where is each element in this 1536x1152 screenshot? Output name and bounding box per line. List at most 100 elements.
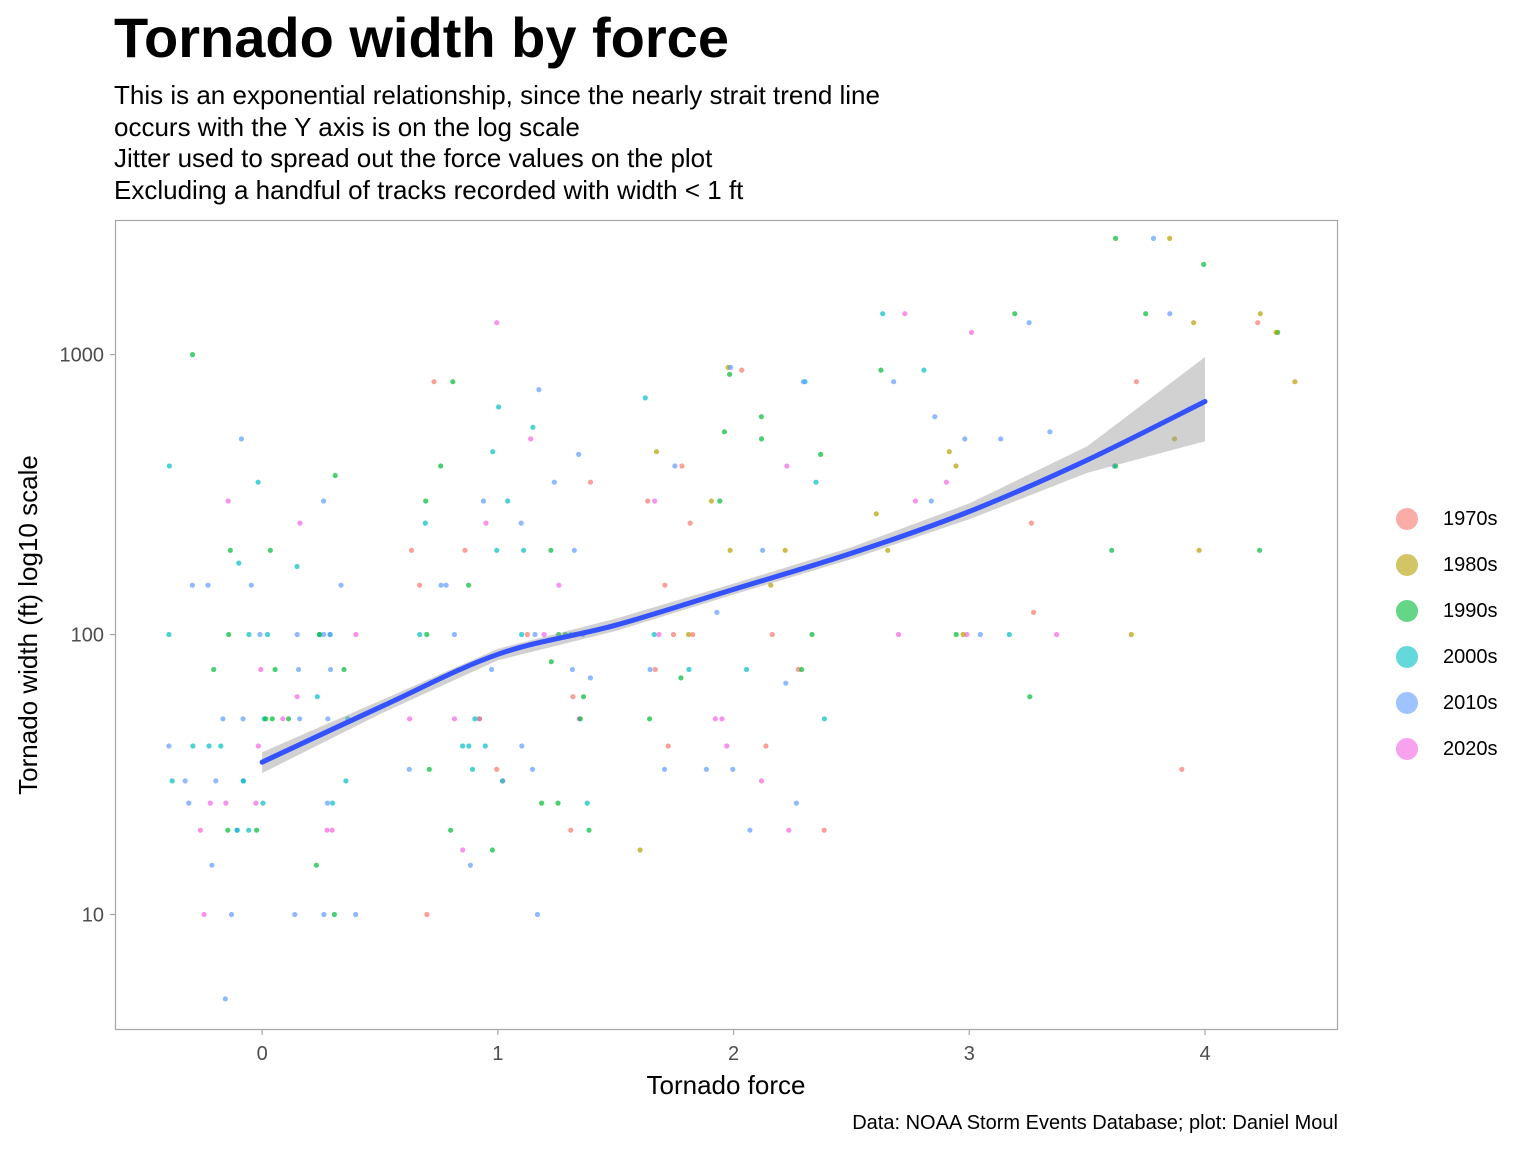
data-point <box>422 520 428 526</box>
data-point <box>186 800 192 806</box>
data-point <box>708 498 715 504</box>
data-point <box>519 743 525 749</box>
data-point <box>1006 631 1012 638</box>
legend-key <box>1396 738 1418 760</box>
data-point <box>717 498 723 504</box>
data-point <box>240 716 246 722</box>
data-point <box>166 631 172 638</box>
data-point <box>743 666 750 673</box>
data-point <box>297 716 303 722</box>
data-point <box>189 582 195 588</box>
legend-key <box>1396 646 1418 668</box>
data-point <box>327 631 333 638</box>
data-point <box>1171 436 1178 442</box>
chart-title: Tornado width by force <box>114 6 729 69</box>
data-point <box>568 827 574 833</box>
data-point <box>438 463 444 469</box>
data-point <box>294 631 300 638</box>
data-point <box>645 498 651 504</box>
subtitle-line: Jitter used to spread out the force valu… <box>114 143 713 173</box>
data-point <box>783 680 789 686</box>
data-point <box>998 436 1004 442</box>
data-point <box>257 631 263 638</box>
x-axis: 0 1 2 3 4 <box>257 1029 1211 1065</box>
legend-label: 2020s <box>1443 738 1498 760</box>
data-point <box>580 694 587 700</box>
data-point <box>532 631 538 638</box>
data-point <box>661 766 668 772</box>
data-point <box>255 479 261 485</box>
data-point <box>201 911 207 918</box>
data-point <box>921 367 927 373</box>
data-point <box>747 827 753 833</box>
data-point <box>206 743 212 749</box>
confidence-ribbon <box>262 357 1206 774</box>
data-point <box>637 847 643 853</box>
data-point <box>218 743 224 749</box>
legend-key <box>1396 692 1418 714</box>
data-point <box>496 404 502 410</box>
data-point <box>577 716 583 722</box>
data-point <box>821 716 828 722</box>
data-point <box>489 666 495 673</box>
data-point <box>556 582 562 588</box>
data-point <box>721 429 728 435</box>
data-point <box>451 716 458 722</box>
data-point <box>341 666 347 673</box>
data-point <box>240 778 246 784</box>
data-point <box>1133 379 1139 385</box>
data-point <box>197 827 203 833</box>
data-point <box>424 911 430 918</box>
data-point <box>236 560 242 566</box>
data-point <box>426 766 432 772</box>
data-point <box>317 631 323 638</box>
data-point <box>739 367 745 373</box>
data-point <box>714 609 720 616</box>
data-point <box>1292 379 1298 385</box>
data-point <box>267 547 273 553</box>
data-point <box>873 511 879 517</box>
data-point <box>292 911 298 918</box>
data-point <box>818 451 824 457</box>
data-point <box>570 694 576 700</box>
data-point <box>450 379 456 385</box>
data-point <box>238 436 244 442</box>
data-point <box>314 694 320 700</box>
data-point <box>1026 320 1032 326</box>
data-point <box>678 675 684 681</box>
data-point <box>665 743 671 749</box>
data-point <box>260 800 266 806</box>
data-point <box>330 800 336 806</box>
data-point <box>1109 547 1115 553</box>
data-point <box>460 847 466 853</box>
x-tick-label: 4 <box>1199 1043 1210 1065</box>
data-point <box>190 743 196 749</box>
data-point <box>462 547 468 553</box>
data-point <box>211 666 217 673</box>
data-point <box>489 847 495 853</box>
data-point <box>652 498 658 504</box>
legend-label: 1990s <box>1443 600 1498 622</box>
data-point <box>480 498 486 504</box>
data-point <box>679 463 685 469</box>
data-point <box>670 631 677 638</box>
data-point <box>406 766 412 772</box>
data-point <box>977 631 983 638</box>
data-point <box>813 479 819 485</box>
data-point <box>1201 261 1207 267</box>
y-tick-label: 1000 <box>60 345 105 367</box>
data-point <box>285 716 292 722</box>
data-point <box>571 547 577 553</box>
data-point <box>652 666 658 673</box>
x-tick-label: 2 <box>728 1043 739 1065</box>
data-point <box>494 547 500 553</box>
data-point <box>225 827 231 833</box>
data-point <box>343 778 349 784</box>
data-point <box>1167 235 1173 241</box>
data-point <box>584 800 590 806</box>
data-point <box>321 911 327 918</box>
legend-label: 2000s <box>1443 646 1498 668</box>
y-tick-label: 10 <box>82 905 104 927</box>
y-axis: 10 100 1000 <box>60 345 116 927</box>
legend-label: 1980s <box>1443 554 1498 576</box>
